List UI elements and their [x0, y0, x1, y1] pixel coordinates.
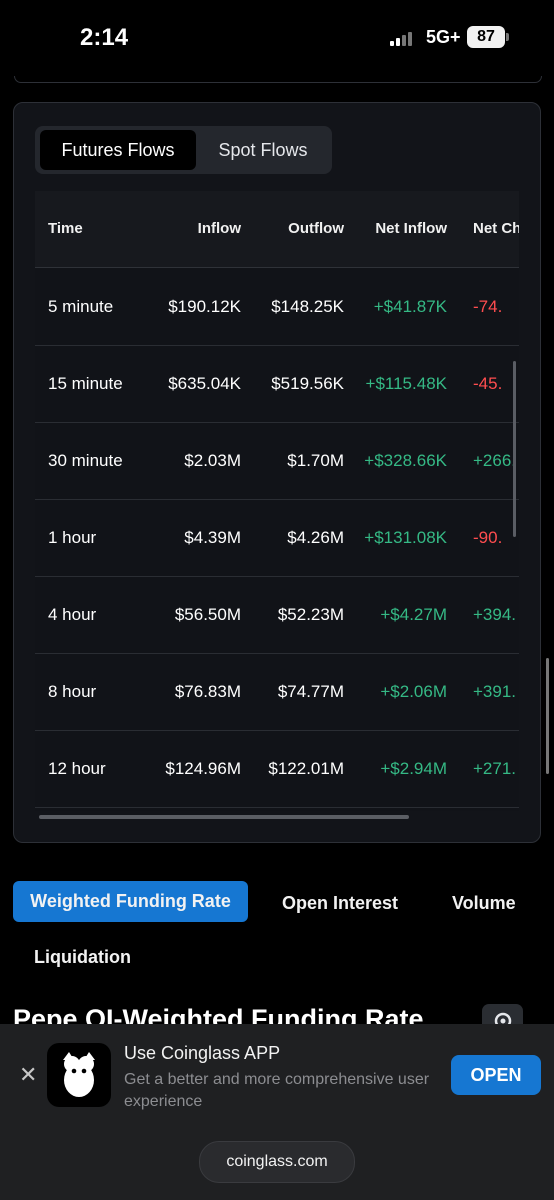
table-row[interactable]: 12 hour $124.96M $122.01M +$2.94M +271.: [35, 730, 519, 808]
net-change-cell: -74.: [473, 297, 503, 316]
flow-type-segmented-control: Futures Flows Spot Flows: [35, 126, 332, 174]
outflow-cell: $74.77M: [277, 682, 344, 701]
table-row[interactable]: 30 minute $2.03M $1.70M +$328.66K +266.: [35, 422, 519, 500]
net-change-cell: +394.: [473, 605, 517, 624]
outflow-cell: $519.56K: [271, 374, 344, 393]
battery-icon: 87: [467, 26, 505, 48]
time-cell: 30 minute: [48, 451, 123, 470]
time-header: Time: [48, 220, 83, 237]
inflow-header: Inflow: [197, 220, 241, 237]
inflow-cell: $635.04K: [168, 374, 241, 393]
net-change-header: Net Ch: [473, 220, 519, 237]
net-inflow-cell: +$328.66K: [364, 451, 447, 470]
table-row[interactable]: 4 hour $56.50M $52.23M +$4.27M +394.: [35, 576, 519, 654]
net-inflow-cell: +$2.94M: [380, 759, 447, 778]
banner-subtitle: Get a better and more comprehensive user…: [124, 1071, 430, 1110]
status-time: 2:14: [80, 24, 129, 51]
net-inflow-cell: +$2.06M: [380, 682, 447, 701]
time-cell: 4 hour: [48, 605, 97, 624]
net-change-cell: +271.: [473, 759, 517, 778]
outflow-cell: $4.26M: [287, 528, 344, 547]
net-inflow-cell: +$115.48K: [365, 374, 447, 393]
inflow-cell: $2.03M: [184, 451, 241, 470]
time-cell: 15 minute: [48, 374, 123, 393]
table-row[interactable]: 8 hour $76.83M $74.77M +$2.06M +391.: [35, 653, 519, 731]
page-scrollbar[interactable]: [546, 658, 549, 774]
time-cell: 5 minute: [48, 297, 114, 316]
metric-tabs: Weighted Funding Rate Open Interest Volu…: [0, 881, 554, 981]
table-vertical-scrollbar[interactable]: [513, 361, 516, 537]
app-install-banner: ✕ Use Coinglass APP Get a better and mor…: [0, 1024, 554, 1200]
tab-weighted-funding-rate[interactable]: Weighted Funding Rate: [13, 881, 248, 922]
open-app-button[interactable]: OPEN: [451, 1055, 541, 1095]
outflow-cell: $1.70M: [287, 451, 344, 470]
net-change-cell: +391.: [473, 682, 517, 701]
futures-flows-tab[interactable]: Futures Flows: [40, 130, 196, 170]
net-inflow-cell: +$41.87K: [373, 297, 447, 316]
table-row[interactable]: 1 hour $4.39M $4.26M +$131.08K -90.: [35, 499, 519, 577]
time-cell: 1 hour: [48, 528, 97, 547]
inflow-cell: $190.12K: [168, 297, 241, 316]
net-inflow-cell: +$4.27M: [380, 605, 447, 624]
table-row[interactable]: 15 minute $635.04K $519.56K +$115.48K -4…: [35, 345, 519, 423]
tab-open-interest[interactable]: Open Interest: [282, 893, 399, 913]
tab-volume[interactable]: Volume: [452, 893, 516, 913]
table-horizontal-scrollbar[interactable]: [39, 815, 409, 819]
net-change-cell: +266.: [473, 451, 517, 470]
flows-table[interactable]: Time Inflow Outflow Net Inflow Net Ch 5 …: [35, 191, 519, 811]
inflow-cell: $124.96M: [165, 759, 241, 778]
inflow-cell: $76.83M: [174, 682, 241, 701]
signal-icon: [390, 30, 420, 46]
inflow-cell: $56.50M: [174, 605, 241, 624]
close-icon[interactable]: ✕: [19, 1062, 38, 1087]
outflow-cell: $122.01M: [268, 759, 344, 778]
tab-liquidation[interactable]: Liquidation: [34, 947, 131, 967]
time-cell: 8 hour: [48, 682, 97, 701]
network-label: 5G+: [426, 27, 461, 47]
outflow-cell: $148.25K: [271, 297, 344, 316]
net-change-cell: -90.: [473, 528, 503, 547]
spot-flows-tab[interactable]: Spot Flows: [218, 140, 308, 160]
flows-card: Futures Flows Spot Flows Time Inflow Out…: [13, 102, 541, 843]
app-logo-icon: [47, 1043, 111, 1107]
inflow-cell: $4.39M: [184, 528, 241, 547]
previous-card-edge: [14, 76, 542, 83]
net-change-cell: -45.: [473, 374, 503, 393]
url-pill[interactable]: coinglass.com: [199, 1141, 355, 1183]
banner-title: Use Coinglass APP: [124, 1043, 281, 1063]
table-header: Time Inflow Outflow Net Inflow Net Ch: [35, 191, 519, 268]
status-bar: 2:14 5G+ 87: [0, 0, 554, 76]
net-inflow-cell: +$131.08K: [364, 528, 447, 547]
battery-tip: [506, 33, 509, 41]
outflow-cell: $52.23M: [277, 605, 344, 624]
time-cell: 12 hour: [48, 759, 106, 778]
outflow-header: Outflow: [288, 220, 344, 237]
net-inflow-header: Net Inflow: [375, 220, 447, 237]
table-row[interactable]: 5 minute $190.12K $148.25K +$41.87K -74.: [35, 268, 519, 346]
